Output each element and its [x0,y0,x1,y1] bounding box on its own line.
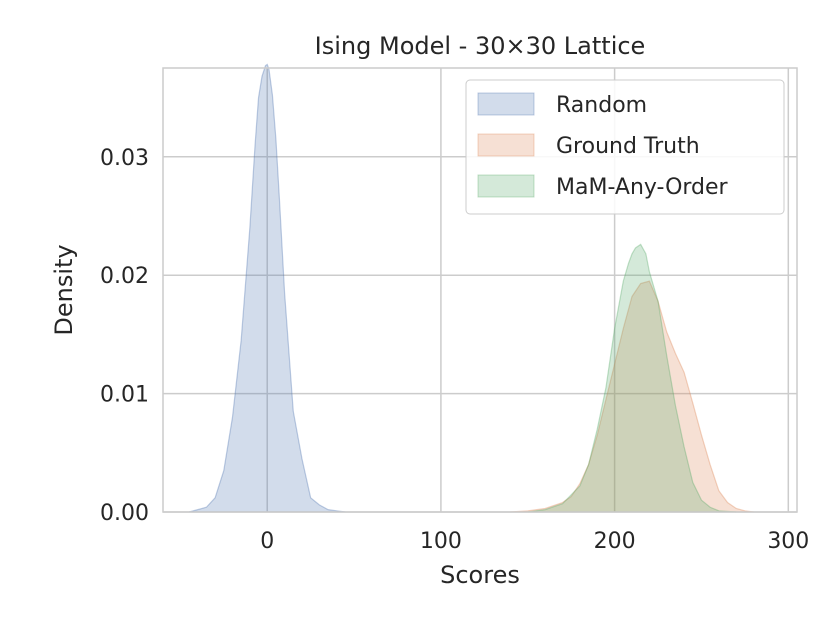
legend-swatch [477,133,535,157]
legend-label: Ground Truth [556,134,700,159]
series-areas [188,63,754,513]
y-tick-label: 0.03 [100,146,149,171]
legend-label: Random [556,93,647,118]
y-tick-label: 0.01 [100,383,149,408]
legend-swatch [477,174,535,198]
plot-frame [162,67,798,513]
x-tick-label: 0 [260,529,274,554]
y-tick-labels: 0.00 0.01 0.02 0.03 [100,146,149,526]
series-line-0 [188,63,346,513]
series-line-2 [527,243,737,513]
legend: Random Ground Truth MaM-Any-Order [465,79,785,215]
chart-title: Ising Model - 30×30 Lattice [315,32,646,60]
y-axis-label: Density [50,244,78,335]
series-line-1 [510,280,754,513]
x-tick-labels: 0 100 200 300 [260,529,809,554]
series-area-1 [510,281,754,512]
y-tick-label: 0.02 [100,264,149,289]
x-tick-label: 200 [594,529,636,554]
x-axis-label: Scores [440,561,520,589]
x-tick-label: 300 [767,529,809,554]
legend-swatch [477,92,535,116]
series-area-0 [189,64,346,512]
legend-label: MaM-Any-Order [556,175,729,200]
series-area-2 [527,244,737,513]
legend-box [465,79,785,215]
x-tick-label: 100 [420,529,462,554]
y-tick-label: 0.00 [100,501,149,526]
